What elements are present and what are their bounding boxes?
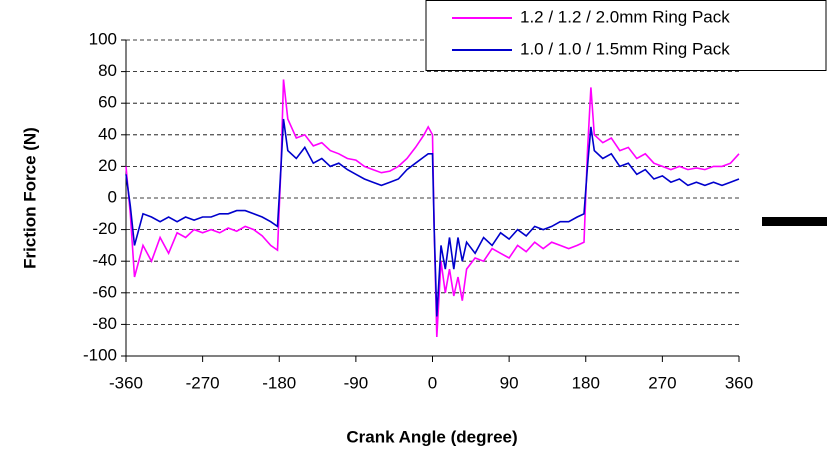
x-tick-label: -360 [109, 373, 143, 392]
y-tick-label: 100 [89, 29, 117, 48]
y-tick-label: 60 [98, 93, 117, 112]
y-tick-label: 40 [98, 124, 117, 143]
y-tick-label: 80 [98, 61, 117, 80]
y-tick-label: -60 [92, 282, 117, 301]
y-tick-label: -40 [92, 251, 117, 270]
x-tick-label: 360 [725, 373, 753, 392]
y-tick-label: 0 [108, 187, 117, 206]
x-tick-label: 0 [428, 373, 437, 392]
series-line [125, 79, 740, 338]
x-tick-label: -270 [186, 373, 220, 392]
x-tick-label: -90 [344, 373, 369, 392]
x-axis-title: Crank Angle (degree) [346, 427, 517, 446]
x-tick-label: 180 [572, 373, 600, 392]
y-tick-label: -20 [92, 219, 117, 238]
y-axis-title: Friction Force (N) [20, 127, 39, 269]
series-line [125, 118, 740, 317]
legend-label: 1.0 / 1.0 / 1.5mm Ring Pack [520, 39, 730, 58]
y-tick-label: -80 [92, 314, 117, 333]
x-tick-label: -180 [262, 373, 296, 392]
stray-bar [762, 217, 827, 226]
legend-box [425, 0, 827, 71]
legend-label: 1.2 / 1.2 / 2.0mm Ring Pack [520, 7, 730, 26]
x-tick-label: 90 [500, 373, 519, 392]
y-tick-label: 20 [98, 156, 117, 175]
y-tick-label: -100 [83, 345, 117, 364]
x-tick-label: 270 [648, 373, 676, 392]
